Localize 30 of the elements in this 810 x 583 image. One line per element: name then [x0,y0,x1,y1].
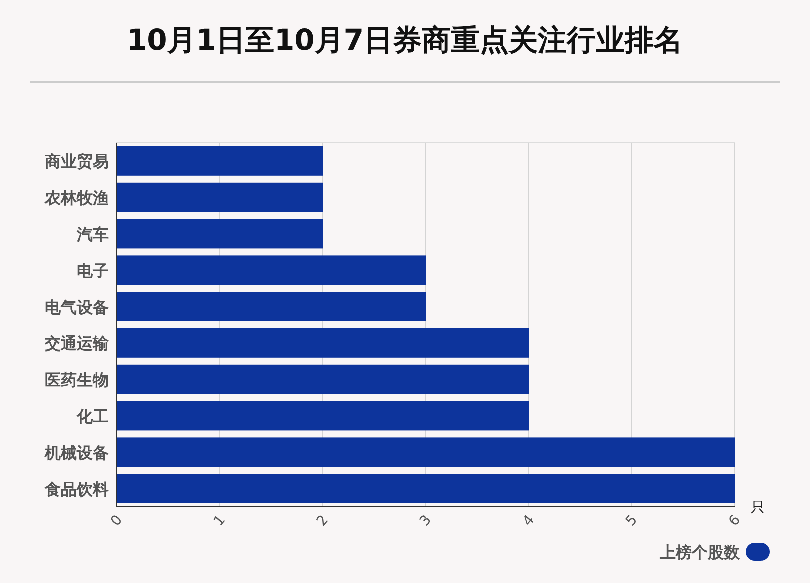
bar [117,364,529,394]
x-axis-title: 只 [751,500,765,516]
y-tick-label: 农林牧渔 [44,188,109,208]
x-tick-label: 3 [417,512,435,530]
y-tick-label: 机械设备 [44,443,109,462]
chart-title: 10月1日至10月7日券商重点关注行业排名 [126,23,684,57]
y-tick-label: 食品饮料 [44,480,109,499]
x-tick-label: 5 [623,512,641,530]
bar [117,401,529,431]
y-tick-label: 化工 [76,407,109,426]
y-tick-label: 交通运输 [44,334,110,354]
bar [117,256,426,286]
x-tick-label: 4 [520,512,538,530]
bar [117,146,323,176]
x-tick-label: 2 [314,512,332,530]
y-tick-label: 电气设备 [45,298,109,317]
bar [117,328,529,358]
y-tick-label: 汽车 [76,225,109,244]
bar [117,438,735,468]
y-tick-label: 医药生物 [45,370,109,390]
y-tick-label: 商业贸易 [44,152,109,172]
legend-label: 上榜个股数 [659,543,741,562]
bar [117,219,323,249]
bar [117,292,426,322]
x-tick-label: 0 [108,512,126,530]
y-tick-label: 电子 [77,261,109,280]
x-tick-label: 6 [726,512,744,530]
bar [117,474,735,504]
bar [117,182,323,212]
x-tick-label: 1 [211,512,229,530]
